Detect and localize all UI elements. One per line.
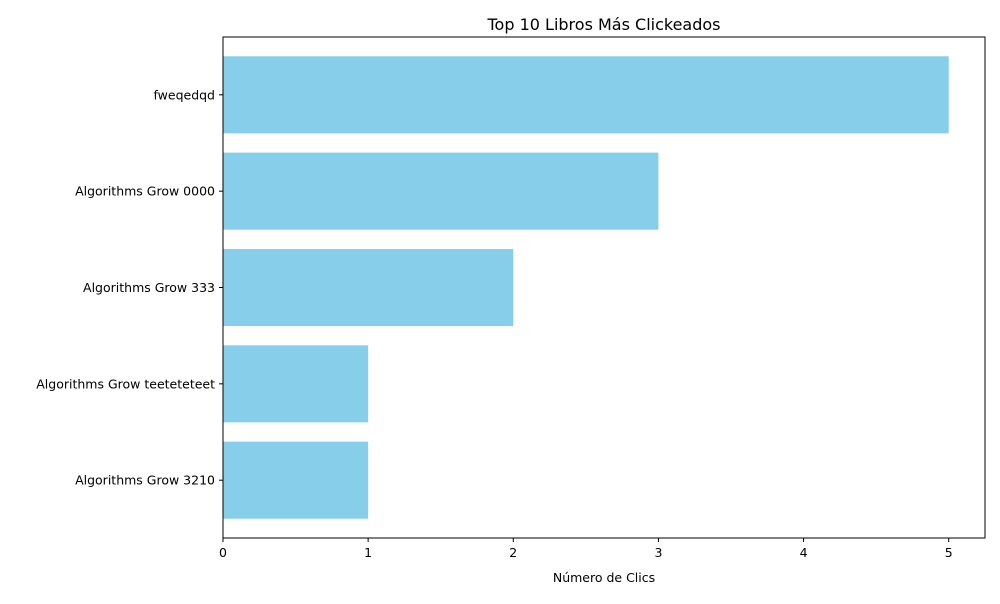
- x-tick-label: 2: [509, 545, 517, 560]
- bar: [223, 152, 659, 230]
- x-tick-label: 5: [945, 545, 953, 560]
- x-ticks-layer: 0 1 2 3 4 5: [219, 538, 953, 560]
- x-tick-label: 3: [654, 545, 662, 560]
- bar: [223, 345, 369, 423]
- bar: [223, 56, 949, 134]
- y-tick-label: Algorithms Grow 0000: [75, 184, 215, 199]
- plot-frame: [222, 36, 986, 539]
- x-axis-label: Número de Clics: [553, 570, 655, 585]
- chart-title: Top 10 Libros Más Clickeados: [487, 15, 721, 34]
- y-tick-label: Algorithms Grow 3210: [75, 473, 215, 488]
- y-tick-label: fweqedqd: [153, 87, 215, 102]
- y-tick-label: Algorithms Grow teeteteteet: [36, 376, 215, 391]
- y-ticks-layer: fweqedqd Algorithms Grow 0000 Algorithms G…: [36, 87, 223, 488]
- x-tick-label: 0: [219, 545, 227, 560]
- x-tick-label: 1: [364, 545, 372, 560]
- y-tick-label: Algorithms Grow 333: [83, 280, 215, 295]
- x-tick-label: 4: [800, 545, 808, 560]
- bar: [223, 248, 514, 327]
- bars-layer: [223, 56, 949, 519]
- bar: [223, 441, 369, 519]
